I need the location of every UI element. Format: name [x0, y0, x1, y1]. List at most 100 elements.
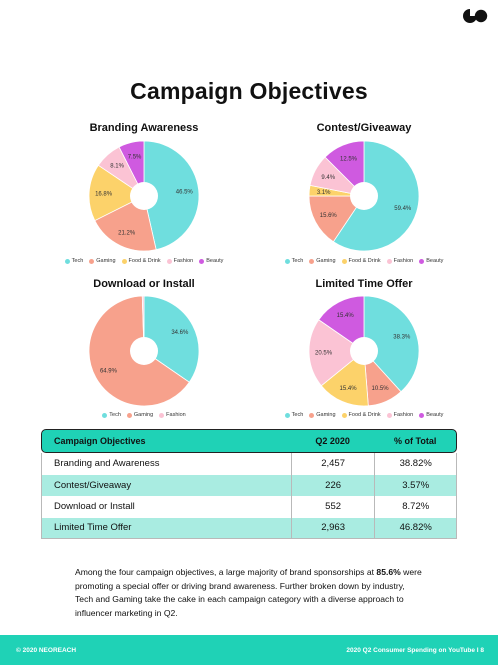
donut-hole	[350, 182, 378, 210]
legend-item-gaming: Gaming	[309, 258, 336, 264]
slice-label-gaming: 10.5%	[372, 386, 390, 392]
legend-item-tech: Tech	[64, 258, 84, 264]
legend-swatch	[419, 258, 425, 264]
slice-label-gaming: 64.9%	[100, 368, 118, 374]
slice-label-beauty: 7.5%	[128, 155, 142, 161]
neoreach-logo-icon	[463, 9, 488, 23]
pie-chart: 38.3% 10.5% 15.4% 20.5% 15.4%	[308, 295, 420, 407]
legend-item-tech: Tech	[102, 412, 121, 418]
donut-hole	[350, 337, 378, 365]
pie-slice-gaming	[94, 195, 157, 252]
slice-label-tech: 34.6%	[171, 330, 189, 336]
summary-highlight: 85.6%	[376, 567, 401, 577]
legend-label: Fashion	[166, 412, 186, 418]
legend-swatch	[89, 258, 95, 264]
cell-percent: 38.82%	[374, 453, 456, 475]
chart-limited-time-offer: Limited Time Offer 38.3% 10.5% 15.4% 20.5% 1…	[264, 278, 464, 418]
cell-count: 2,963	[290, 517, 375, 538]
header-q2-2020: Q2 2020	[315, 436, 350, 446]
legend-swatch	[284, 412, 290, 418]
legend-label: Beauty	[426, 412, 444, 418]
cell-objective: Branding and Awareness	[54, 458, 160, 470]
cell-objective: Limited Time Offer	[54, 522, 132, 534]
legend-label: Gaming	[133, 412, 154, 418]
cell-count: 226	[290, 474, 375, 496]
legend-label: Gaming	[316, 412, 336, 418]
legend-swatch	[309, 412, 315, 418]
page-title: Campaign Objectives	[130, 78, 368, 104]
legend-item-tech: Tech	[284, 258, 304, 264]
header-percent-total: % of Total	[394, 436, 437, 446]
pie-slice-tech	[143, 140, 200, 251]
pie-slice-tech	[363, 295, 420, 393]
pie-slice-beauty	[118, 140, 145, 197]
legend-item-fashion: Fashion	[166, 258, 193, 264]
legend-item-fashion: Fashion	[159, 412, 186, 418]
summary-paragraph: Among the four campaign objectives, a la…	[75, 566, 425, 620]
legend-item-food-drink: Food & Drink	[121, 258, 161, 264]
slice-label-tech: 59.4%	[394, 206, 412, 212]
legend-label: Tech	[71, 258, 84, 264]
legend-item-gaming: Gaming	[126, 412, 154, 418]
legend-item-gaming: Gaming	[309, 412, 336, 418]
legend-swatch	[64, 258, 70, 264]
legend-label: Fashion	[393, 258, 414, 264]
pie-slice-beauty	[318, 295, 365, 352]
legend-swatch	[166, 258, 172, 264]
pie-slice-fashion	[308, 319, 365, 387]
legend-label: Tech	[291, 412, 304, 418]
legend-swatch	[126, 412, 132, 418]
legend-swatch	[419, 412, 425, 418]
legend-label: Beauty	[206, 258, 224, 264]
legend-item-fashion: Fashion	[386, 412, 414, 418]
table-header: Campaign Objectives Q2 2020 % of Total	[41, 429, 457, 453]
slice-label-food-drink: 15.4%	[340, 386, 358, 392]
header-objective: Campaign Objectives	[54, 436, 146, 446]
donut-hole	[130, 337, 158, 365]
table-row: Branding and Awareness 2,457 38.82%	[41, 453, 457, 475]
footer-page-info: 2020 Q2 Consumer Spending on YouTube I 8	[346, 646, 484, 654]
legend-swatch	[309, 258, 315, 264]
legend-label: Tech	[109, 412, 121, 418]
cell-count: 552	[290, 496, 375, 518]
cell-percent: 8.72%	[374, 496, 456, 518]
legend-swatch	[199, 258, 205, 264]
pie-slice-tech	[143, 295, 200, 383]
footer-copyright: © 2020 NEOREACH	[16, 646, 77, 654]
legend-item-food-drink: Food & Drink	[341, 412, 381, 418]
legend-label: Tech	[291, 258, 304, 264]
chart-legend: Tech Gaming Food & Drink Fashion Beauty	[264, 412, 464, 418]
cell-count: 2,457	[290, 453, 375, 475]
legend-item-gaming: Gaming	[89, 258, 116, 264]
legend-item-beauty: Beauty	[199, 258, 223, 264]
slice-label-fashion: 9.4%	[321, 175, 335, 181]
legend-swatch	[341, 258, 347, 264]
table-row: Download or Install 552 8.72%	[41, 496, 457, 518]
slice-label-food-drink: 16.8%	[95, 191, 113, 197]
legend-swatch	[386, 258, 392, 264]
pie-slice-food-drink	[88, 164, 145, 222]
chart-branding-awareness: Branding Awareness 46.5% 21.2% 16.8% 8.1% 7.…	[44, 122, 244, 264]
chart-title: Limited Time Offer	[315, 278, 413, 290]
legend-swatch	[102, 412, 108, 418]
legend-swatch	[386, 412, 392, 418]
cell-percent: 3.57%	[374, 474, 456, 496]
chart-title: Download or Install	[93, 278, 195, 290]
cell-percent: 46.82%	[374, 517, 456, 538]
legend-label: Fashion	[393, 412, 414, 418]
pie-slice-gaming	[308, 195, 365, 243]
pie-slice-beauty	[324, 140, 365, 197]
page-footer: © 2020 NEOREACH 2020 Q2 Consumer Spendin…	[0, 635, 498, 665]
legend-label: Food & Drink	[128, 258, 161, 264]
cell-objective: Contest/Giveaway	[54, 479, 132, 491]
legend-swatch	[121, 258, 127, 264]
table-row: Limited Time Offer 2,963 46.82%	[41, 517, 457, 539]
legend-label: Gaming	[316, 258, 336, 264]
chart-download-install: Download or Install 34.6% 64.9% Tech Gamin…	[44, 278, 244, 418]
legend-item-food-drink: Food & Drink	[341, 258, 381, 264]
pie-chart: 59.4% 15.6% 3.1% 9.4% 12.5%	[308, 140, 420, 252]
chart-title: Contest/Giveaway	[316, 122, 412, 134]
legend-item-fashion: Fashion	[386, 258, 414, 264]
slice-label-fashion: 8.1%	[110, 164, 124, 170]
chart-title: Branding Awareness	[89, 122, 199, 134]
